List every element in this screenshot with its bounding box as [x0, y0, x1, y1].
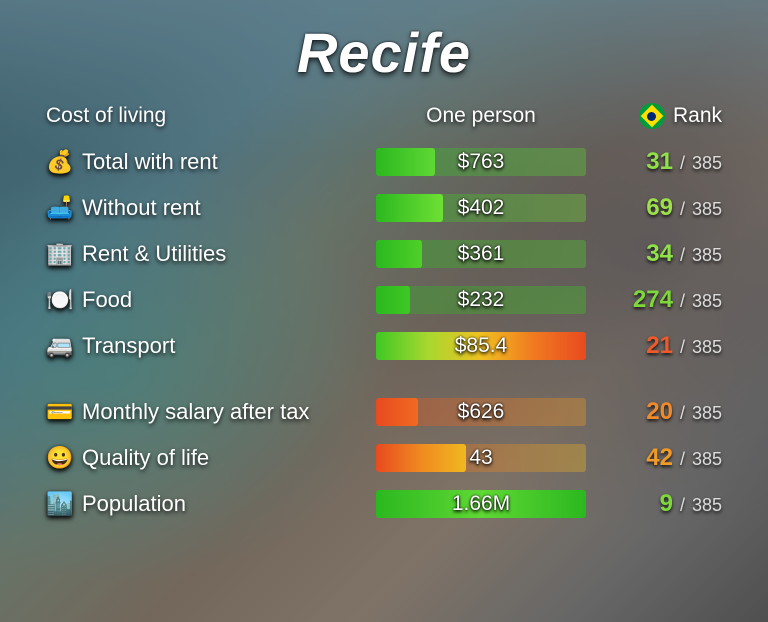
- metric-label-cell: 🚐 Transport: [46, 333, 376, 359]
- metric-label-cell: 😀 Quality of life: [46, 445, 376, 471]
- metric-value: $763: [376, 146, 586, 178]
- metric-bar: $85.4: [376, 330, 586, 362]
- metric-rank: 69 / 385: [586, 194, 722, 222]
- metric-row: 🚐 Transport $85.421 / 385: [40, 323, 728, 369]
- metric-value: $626: [376, 396, 586, 428]
- metric-label-cell: 💳 Monthly salary after tax: [46, 399, 376, 425]
- metric-row: 🏢 Rent & Utilities $36134 / 385: [40, 231, 728, 277]
- metric-rank: 34 / 385: [586, 240, 722, 268]
- transport-icon: 🚐: [46, 333, 72, 359]
- food-icon: 🍽️: [46, 287, 72, 313]
- metric-rank: 9 / 385: [586, 490, 722, 518]
- smile-icon: 😀: [46, 445, 72, 471]
- credit-card-icon: 💳: [46, 399, 72, 425]
- metric-label-cell: 🏢 Rent & Utilities: [46, 241, 376, 267]
- metric-label-cell: 🍽️ Food: [46, 287, 376, 313]
- metric-value: $402: [376, 192, 586, 224]
- metric-rank: 21 / 385: [586, 332, 722, 360]
- metric-label: Quality of life: [82, 445, 209, 471]
- metric-row: 💳 Monthly salary after tax $62620 / 385: [40, 389, 728, 435]
- metric-rank: 42 / 385: [586, 444, 722, 472]
- metric-label: Total with rent: [82, 149, 218, 175]
- metric-value: $85.4: [376, 330, 586, 362]
- metric-value: 43: [376, 442, 586, 474]
- brazil-flag-icon: [639, 103, 665, 129]
- data-rows: 💰 Total with rent $76331 / 385 🛋️ Without re…: [40, 139, 728, 527]
- metric-label: Monthly salary after tax: [82, 399, 309, 425]
- metric-value: $361: [376, 238, 586, 270]
- metric-bar: $402: [376, 192, 586, 224]
- metric-bar: $626: [376, 396, 586, 428]
- metric-label: Population: [82, 491, 186, 517]
- couch-icon: 🛋️: [46, 195, 72, 221]
- metric-rank: 20 / 385: [586, 398, 722, 426]
- metric-bar: $232: [376, 284, 586, 316]
- city-icon: 🏙️: [46, 491, 72, 517]
- money-bag-icon: 💰: [46, 149, 72, 175]
- metric-row: 😀 Quality of life 4342 / 385: [40, 435, 728, 481]
- metric-label-cell: 💰 Total with rent: [46, 149, 376, 175]
- metric-value: $232: [376, 284, 586, 316]
- metric-label: Without rent: [82, 195, 201, 221]
- metric-rank: 274 / 385: [586, 286, 722, 314]
- metric-row: 🍽️ Food $232274 / 385: [40, 277, 728, 323]
- metric-row: 🏙️ Population 1.66M9 / 385: [40, 481, 728, 527]
- metric-bar: $763: [376, 146, 586, 178]
- building-icon: 🏢: [46, 241, 72, 267]
- metric-label-cell: 🏙️ Population: [46, 491, 376, 517]
- metric-label: Rent & Utilities: [82, 241, 226, 267]
- header-value: One person: [376, 104, 586, 128]
- metric-bar: $361: [376, 238, 586, 270]
- header-category: Cost of living: [46, 104, 376, 128]
- metric-rank: 31 / 385: [586, 148, 722, 176]
- metric-label: Transport: [82, 333, 175, 359]
- column-headers: Cost of living One person Rank: [40, 103, 728, 129]
- city-title: Recife: [40, 20, 728, 85]
- metric-bar: 43: [376, 442, 586, 474]
- header-rank: Rank: [673, 104, 722, 128]
- metric-label: Food: [82, 287, 132, 313]
- metric-row: 🛋️ Without rent $40269 / 385: [40, 185, 728, 231]
- metric-bar: 1.66M: [376, 488, 586, 520]
- metric-row: 💰 Total with rent $76331 / 385: [40, 139, 728, 185]
- infographic-container: Recife Cost of living One person Rank 💰 T…: [0, 0, 768, 622]
- metric-value: 1.66M: [376, 488, 586, 520]
- metric-label-cell: 🛋️ Without rent: [46, 195, 376, 221]
